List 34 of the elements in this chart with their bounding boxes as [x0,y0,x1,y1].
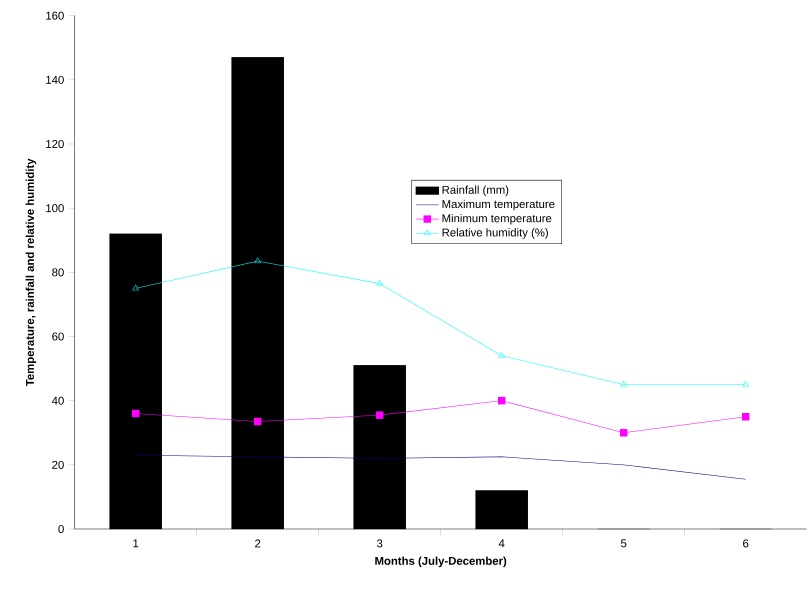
y-tick-label: 0 [58,524,64,534]
point [254,257,261,264]
x-tick-label: 2 [255,539,260,548]
y-tick-label: 80 [52,268,64,276]
x-axis-title: Months (July-December) [375,556,506,568]
x-tick-label: 5 [620,539,626,548]
legend-label: Relative humidity (%) [442,228,548,239]
point [376,280,383,286]
point [132,410,140,418]
y-tick-label: 40 [52,396,64,405]
x-tick-label: 4 [498,539,504,548]
point [620,380,627,387]
y-tick-label: 20 [52,460,64,469]
x-tick-label: 3 [376,539,382,548]
point [132,284,139,290]
line-series [135,454,746,480]
point [376,411,384,419]
point [254,418,262,426]
point [742,380,749,387]
point [498,396,506,404]
y-tick-label: 160 [46,12,64,20]
point [742,412,750,420]
legend-label: Minimum temperature [442,214,552,225]
x-tick-label: 1 [133,539,138,548]
legend-label: Rainfall (mm) [442,186,508,196]
y-tick-label: 60 [52,332,64,341]
x-tick-label: 6 [743,539,748,548]
point [498,352,505,358]
point [620,429,628,436]
legend-label: Maximum temperature [442,200,554,210]
y-axis-title: Temperature, rainfall and relative humidity [26,158,36,386]
y-tick-label: 100 [46,204,64,212]
y-tick-label: 140 [46,76,64,84]
y-tick-label: 120 [46,140,64,148]
